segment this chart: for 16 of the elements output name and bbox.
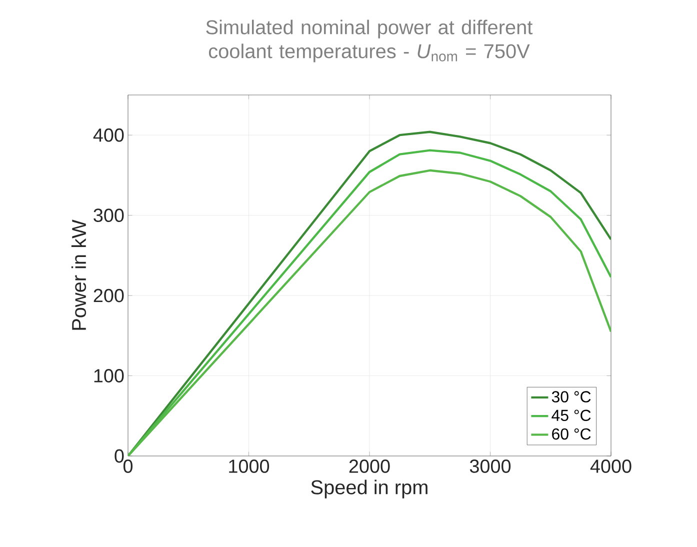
- y-tick-label: 200: [94, 288, 124, 302]
- y-axis-title: Power in kW: [71, 220, 86, 330]
- x-tick-label: 4000: [590, 460, 632, 473]
- y-tick-label: 0: [114, 449, 124, 463]
- x-tick-label: 2000: [349, 460, 390, 473]
- y-tick-label: 300: [94, 208, 124, 222]
- x-tick-label: 3000: [470, 460, 511, 473]
- x-tick-label: 1000: [229, 460, 270, 473]
- x-tick-label: 0: [123, 460, 133, 473]
- legend-label: 60 °C: [552, 428, 591, 440]
- x-axis-title: Speed in rpm: [311, 480, 428, 498]
- legend-label: 45 °C: [552, 410, 591, 422]
- y-tick-label: 100: [94, 369, 124, 382]
- chart-title: Simulated nominal power at different coolant temperatures - U$_{nom}$ = 750V: [206, 20, 533, 62]
- y-tick-label: 400: [93, 128, 124, 142]
- legend-label: 30 °C: [552, 391, 591, 402]
